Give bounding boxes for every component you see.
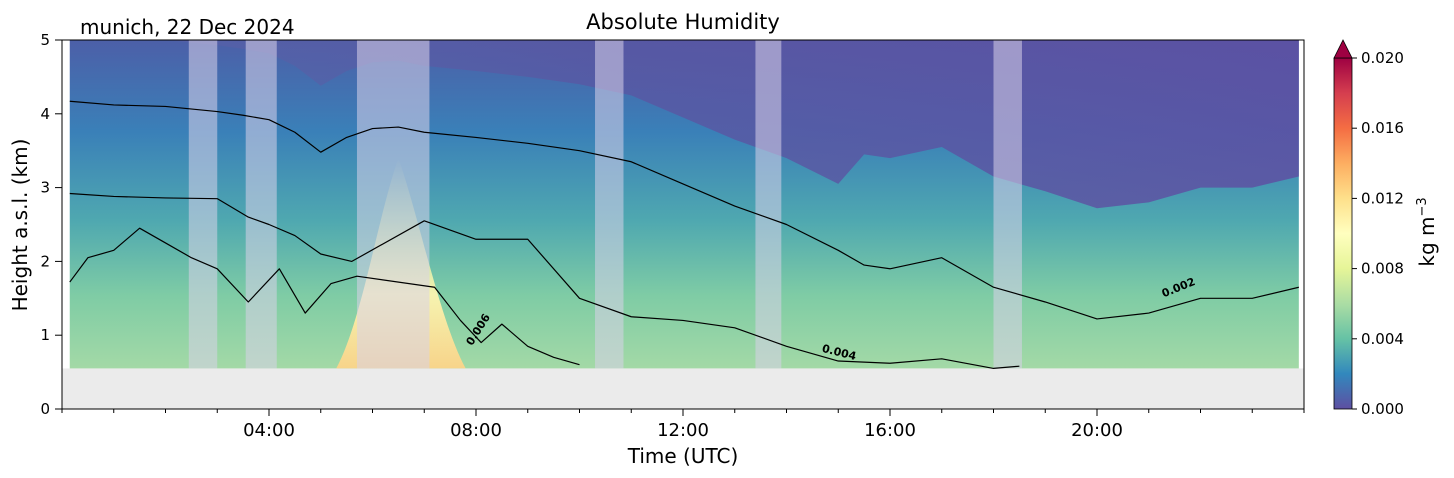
colorbar-label-unit: kg m xyxy=(1415,217,1439,267)
colorbar-scale xyxy=(1333,57,1353,410)
x-axis: 04:00 08:00 12:00 16:00 20:00 xyxy=(61,409,1305,441)
colorbar: 0.000 0.004 0.008 0.012 0.016 0.020 kg m−3 xyxy=(1333,39,1439,418)
colorbar-label: kg m−3 xyxy=(1415,197,1439,266)
x-tick-label: 08:00 xyxy=(450,420,502,441)
y-axis: 0 1 2 3 4 5 xyxy=(40,31,62,418)
x-tick-label: 20:00 xyxy=(1071,420,1123,441)
x-axis-label: Time (UTC) xyxy=(627,444,739,468)
colorbar-tick-label: 0.016 xyxy=(1361,119,1404,137)
y-tick-label: 1 xyxy=(40,326,50,344)
y-axis-label: Height a.s.l. (km) xyxy=(8,139,32,312)
masked-intervals xyxy=(188,40,1022,369)
colorbar-tick-label: 0.000 xyxy=(1361,400,1404,418)
colorbar-tick-label: 0.012 xyxy=(1361,189,1404,207)
colorbar-label-exponent: −3 xyxy=(1415,197,1430,216)
chart-title: Absolute Humidity xyxy=(586,10,780,34)
y-tick-label: 2 xyxy=(40,252,50,270)
colorbar-ticks: 0.000 0.004 0.008 0.012 0.016 0.020 xyxy=(1352,49,1404,418)
masked-interval xyxy=(188,40,218,369)
y-tick-label: 5 xyxy=(40,31,50,49)
chart-subtitle: munich, 22 Dec 2024 xyxy=(80,15,295,39)
contour-line xyxy=(69,227,580,366)
masked-interval xyxy=(595,40,624,369)
colorbar-tick-label: 0.008 xyxy=(1361,260,1404,278)
x-tick-label: 16:00 xyxy=(864,420,916,441)
masked-interval xyxy=(755,40,782,369)
colorbar-extend-arrow xyxy=(1333,39,1353,59)
masked-interval xyxy=(356,40,430,369)
masked-interval xyxy=(993,40,1022,369)
colorbar-tick-label: 0.004 xyxy=(1361,330,1404,348)
x-tick-label: 04:00 xyxy=(243,420,295,441)
colorbar-tick-label: 0.020 xyxy=(1361,49,1404,67)
no-data-band xyxy=(62,368,1304,409)
y-tick-label: 4 xyxy=(40,105,50,123)
dry-upper-region xyxy=(69,40,1299,209)
x-tick-label: 12:00 xyxy=(657,420,709,441)
contour-lines xyxy=(69,100,1299,370)
y-tick-label: 3 xyxy=(40,179,50,197)
masked-interval xyxy=(245,40,277,369)
contour-line xyxy=(69,192,1020,370)
y-tick-label: 0 xyxy=(40,400,50,418)
contour-line xyxy=(69,100,1299,320)
